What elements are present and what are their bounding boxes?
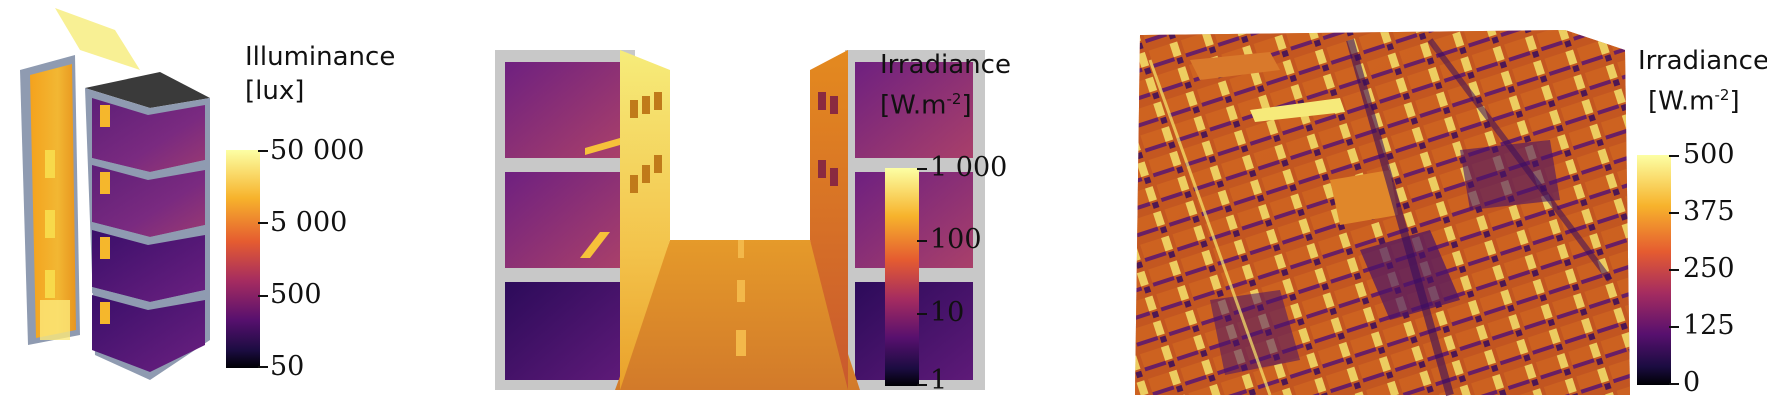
colorbar-tick xyxy=(917,313,927,315)
legend-title-line2-wrap: [W.m-2] xyxy=(880,82,1011,123)
legend-title-sup: -2 xyxy=(1714,86,1730,104)
colorbar-tick xyxy=(917,240,927,242)
city-irradiance-panel: Irradiance [W.m-2] 500 375 250 125 0 xyxy=(1130,0,1767,407)
colorbar xyxy=(1637,155,1671,385)
colorbar-tick xyxy=(1669,269,1679,271)
colorbar-tick-label: 50 xyxy=(270,351,305,382)
legend-title-close: ] xyxy=(961,90,972,121)
colorbar-tick-label: 10 xyxy=(930,297,965,328)
colorbar-tick-label: 375 xyxy=(1683,196,1735,227)
colorbar-tick-label: 500 xyxy=(270,279,322,310)
colorbar xyxy=(885,168,919,386)
colorbar-tick-label: 50 000 xyxy=(270,135,365,166)
colorbar-tick-label: 125 xyxy=(1683,310,1735,341)
colorbar-tick xyxy=(1669,212,1679,214)
colorbar-tick xyxy=(258,366,268,368)
street-irradiance-panel: Irradiance [W.m-2] 1 000 100 10 1 xyxy=(490,0,1130,407)
colorbar-tick xyxy=(917,384,927,386)
legend-title-line2: [W.m xyxy=(880,90,947,121)
colorbar-tick xyxy=(1669,326,1679,328)
legend-title-line2: [W.m xyxy=(1648,86,1715,117)
legend-title: Illuminance [lux] xyxy=(245,40,395,108)
colorbar xyxy=(226,150,260,368)
colorbar-tick-label: 5 000 xyxy=(270,207,348,238)
legend-title-sup: -2 xyxy=(946,90,962,108)
colorbar-tick-label: 500 xyxy=(1683,139,1735,170)
building-cutaway-render xyxy=(20,8,210,380)
colorbar-tick xyxy=(1669,155,1679,157)
colorbar-tick-label: 100 xyxy=(930,224,982,255)
colorbar-tick-label: 1 000 xyxy=(930,152,1008,183)
legend-title-line1: Illuminance xyxy=(245,42,396,72)
legend-title-line2: [lux] xyxy=(245,76,305,106)
building-illuminance-panel: Illuminance [lux] 50 000 5 000 500 50 xyxy=(0,0,395,407)
colorbar-tick xyxy=(258,150,268,152)
legend-title-line2-wrap: [W.m-2] xyxy=(1638,78,1767,119)
legend-title: Irradiance [W.m-2] xyxy=(880,48,1011,123)
colorbar-tick-label: 250 xyxy=(1683,253,1735,284)
legend-title: Irradiance [W.m-2] xyxy=(1638,44,1767,119)
legend-title-line1: Irradiance xyxy=(1638,46,1767,76)
colorbar-tick xyxy=(1669,383,1679,385)
legend-title-line1: Irradiance xyxy=(880,50,1011,80)
colorbar-tick xyxy=(258,295,268,297)
colorbar-tick-label: 0 xyxy=(1683,367,1701,398)
legend-title-close: ] xyxy=(1729,86,1740,117)
colorbar-tick xyxy=(917,168,927,170)
colorbar-tick-label: 1 xyxy=(930,365,948,396)
city-aerial-render xyxy=(1135,30,1630,397)
colorbar-tick xyxy=(258,222,268,224)
